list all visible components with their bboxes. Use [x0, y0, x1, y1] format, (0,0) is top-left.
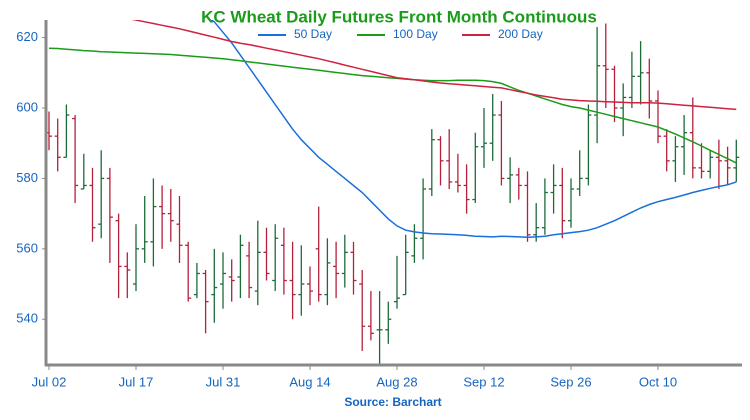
x-tick-label: Jul 02 [32, 374, 67, 389]
y-tick-label: 580 [16, 170, 38, 185]
x-tick-label: Jul 31 [206, 374, 241, 389]
x-tick-label: Aug 28 [376, 374, 417, 389]
legend-label: 100 Day [393, 27, 438, 41]
x-tick-label: Sep 12 [463, 374, 504, 389]
y-tick-label: 540 [16, 311, 38, 326]
x-tick-label: Sep 26 [550, 374, 591, 389]
moving-average-line [131, 20, 737, 111]
legend-label: 50 Day [294, 27, 332, 41]
y-tick-label: 600 [16, 99, 38, 114]
moving-average-line [209, 20, 737, 238]
x-tick-label: Aug 14 [289, 374, 330, 389]
legend-label: 200 Day [498, 27, 543, 41]
moving-average-line [48, 47, 737, 164]
y-tick-label: 560 [16, 240, 38, 255]
source: Source: Barchart [344, 395, 441, 409]
chart-title: KC Wheat Daily Futures Front Month Conti… [201, 7, 597, 26]
x-tick-label: Jul 17 [119, 374, 154, 389]
plot-area [46, 20, 740, 365]
x-tick-label: Oct 10 [639, 374, 677, 389]
y-tick-label: 620 [16, 29, 38, 44]
